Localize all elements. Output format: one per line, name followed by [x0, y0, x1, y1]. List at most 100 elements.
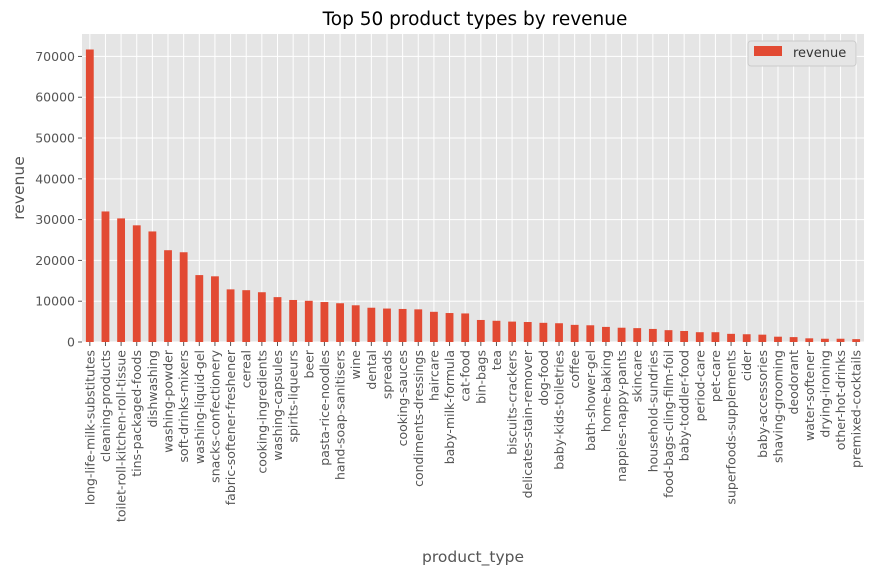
bar — [148, 231, 157, 342]
bar — [273, 297, 282, 342]
x-tick-label: home-baking — [598, 350, 613, 432]
x-tick-label: shaving-grooming — [770, 350, 785, 463]
x-tick-label: skincare — [630, 350, 645, 403]
bar — [461, 313, 470, 342]
x-tick-label: condiments-dressings — [411, 350, 426, 487]
x-tick-label: wine — [348, 350, 363, 380]
x-tick-label: washing-capsules — [270, 350, 285, 461]
x-tick-label: beer — [301, 349, 316, 378]
bar — [648, 328, 657, 342]
x-tick-label: baby-accessories — [755, 350, 770, 458]
x-tick-label: tins-packaged-foods — [129, 350, 144, 477]
y-tick-label: 60000 — [35, 90, 75, 105]
bar — [633, 328, 642, 342]
x-tick-label: baby-milk-formula — [442, 350, 457, 464]
y-tick-label: 10000 — [35, 294, 75, 309]
x-tick-label: premixed-cocktails — [849, 350, 864, 468]
bar — [383, 308, 391, 342]
x-axis-label: product_type — [422, 548, 524, 567]
bar — [555, 323, 563, 342]
bar — [257, 292, 266, 342]
bar — [852, 339, 861, 342]
bar — [476, 319, 485, 342]
x-tick-label: period-care — [692, 350, 707, 422]
x-tick-label: cider — [739, 349, 754, 381]
x-tick-label: dog-food — [536, 350, 551, 406]
bar — [789, 337, 798, 342]
bar — [539, 322, 548, 342]
bar — [586, 325, 595, 342]
bar — [132, 225, 141, 342]
x-tick-label: toilet-roll-kitchen-roll-tissue — [114, 350, 129, 522]
x-tick-label: snacks-confectionery — [207, 349, 222, 482]
bar — [492, 320, 501, 342]
x-tick-label: pasta-rice-noodles — [317, 350, 332, 466]
bar — [304, 300, 313, 342]
x-tick-label: cooking-ingredients — [254, 350, 269, 474]
x-tick-label: drying-ironing — [817, 350, 832, 438]
x-tick-label: other-hot-drinks — [833, 350, 848, 450]
bar — [336, 303, 344, 342]
legend-swatch — [754, 46, 782, 56]
bar — [617, 327, 626, 342]
bar — [289, 299, 298, 342]
bar — [774, 336, 782, 342]
legend: revenue — [747, 40, 857, 67]
bar — [758, 334, 767, 342]
bar — [508, 321, 517, 342]
x-tick-label: baby-toddler-food — [677, 350, 692, 461]
x-tick-label: baby-kids-toiletries — [552, 350, 567, 470]
x-tick-label: spreads — [379, 350, 394, 399]
bar — [117, 218, 126, 342]
bar — [179, 252, 188, 342]
y-tick-label: 30000 — [35, 212, 75, 227]
x-tick-label: food-bags-cling-film-foil — [661, 350, 676, 498]
x-tick-label: coffee — [567, 350, 582, 389]
x-axis-ticks: long-life-milk-substitutes cleaning-produ… — [82, 342, 864, 522]
x-tick-label: deodorant — [786, 350, 801, 415]
bar — [836, 338, 845, 342]
bar — [664, 330, 673, 342]
y-tick-label: 20000 — [35, 253, 75, 268]
x-tick-label: cleaning-products — [98, 350, 113, 462]
x-tick-label: hand-soap-sanitisers — [333, 350, 348, 480]
bar — [85, 49, 94, 343]
x-tick-label: fabric-softener-freshener — [223, 349, 238, 505]
bar — [695, 332, 704, 342]
x-tick-label: long-life-milk-substitutes — [82, 350, 97, 505]
x-tick-label: cooking-sauces — [395, 350, 410, 446]
y-tick-label: 0 — [67, 335, 75, 350]
bar — [523, 322, 532, 342]
bar — [820, 338, 829, 342]
y-tick-label: 40000 — [35, 171, 75, 186]
bar — [742, 334, 751, 342]
x-tick-label: washing-liquid-gel — [192, 350, 207, 464]
x-tick-label: washing-powder — [161, 349, 176, 453]
bar — [101, 211, 110, 342]
bar — [398, 308, 407, 342]
bar — [570, 324, 579, 342]
x-tick-label: superfoods-supplements — [724, 350, 739, 505]
bar — [429, 311, 438, 342]
y-axis-label: revenue — [10, 156, 28, 219]
bar — [211, 276, 219, 342]
x-tick-label: bath-shower-gel — [583, 350, 598, 451]
bar — [602, 326, 610, 342]
bar — [320, 302, 329, 342]
x-tick-label: water-softener — [802, 349, 817, 441]
bar — [226, 289, 235, 342]
x-tick-label: nappies-nappy-pants — [614, 350, 629, 482]
bar — [680, 330, 689, 342]
bar — [351, 305, 360, 342]
x-tick-label: dishwashing — [145, 350, 160, 428]
chart-title: Top 50 product types by revenue — [322, 9, 628, 30]
bar — [242, 290, 251, 342]
x-tick-label: soft-drinks-mixers — [176, 350, 191, 463]
x-tick-label: dental — [364, 350, 379, 390]
x-tick-label: spirits-liqueurs — [286, 350, 301, 443]
y-axis-ticks: 0 10000 20000 30000 40000 50000 60000 70000 — [35, 49, 82, 350]
x-tick-label: pet-care — [708, 350, 723, 402]
bar — [367, 307, 376, 342]
y-tick-label: 70000 — [35, 49, 75, 64]
